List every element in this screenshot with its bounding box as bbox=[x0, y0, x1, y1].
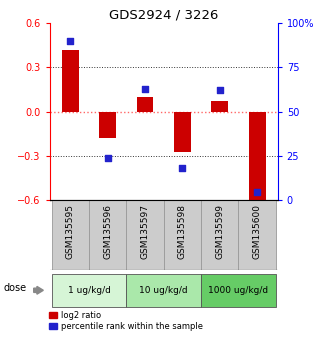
Text: GSM135598: GSM135598 bbox=[178, 204, 187, 259]
Bar bbox=[62, 50, 79, 112]
Bar bbox=[201, 200, 239, 270]
Text: GSM135600: GSM135600 bbox=[253, 204, 262, 259]
Text: 10 ug/kg/d: 10 ug/kg/d bbox=[139, 286, 188, 295]
Text: dose: dose bbox=[3, 283, 26, 293]
Point bbox=[68, 38, 73, 44]
Bar bbox=[52, 274, 126, 307]
Text: GSM135597: GSM135597 bbox=[141, 204, 150, 259]
Text: 1000 ug/kg/d: 1000 ug/kg/d bbox=[208, 286, 268, 295]
Text: GSM135599: GSM135599 bbox=[215, 204, 224, 259]
Text: 1 ug/kg/d: 1 ug/kg/d bbox=[67, 286, 110, 295]
Bar bbox=[126, 200, 164, 270]
Text: GSM135595: GSM135595 bbox=[66, 204, 75, 259]
Bar bbox=[239, 200, 276, 270]
Point bbox=[217, 87, 222, 93]
Point bbox=[143, 86, 148, 91]
Bar bbox=[126, 274, 201, 307]
Bar bbox=[52, 200, 89, 270]
Bar bbox=[249, 112, 265, 204]
Bar bbox=[89, 200, 126, 270]
Bar bbox=[99, 112, 116, 138]
Bar bbox=[174, 112, 191, 152]
Point bbox=[180, 166, 185, 171]
Bar bbox=[164, 200, 201, 270]
Bar bbox=[201, 274, 276, 307]
Title: GDS2924 / 3226: GDS2924 / 3226 bbox=[109, 9, 218, 22]
Legend: log2 ratio, percentile rank within the sample: log2 ratio, percentile rank within the s… bbox=[49, 311, 203, 331]
Bar bbox=[211, 101, 228, 112]
Point bbox=[105, 155, 110, 161]
Text: GSM135596: GSM135596 bbox=[103, 204, 112, 259]
Bar bbox=[137, 97, 153, 112]
Point bbox=[255, 189, 260, 194]
